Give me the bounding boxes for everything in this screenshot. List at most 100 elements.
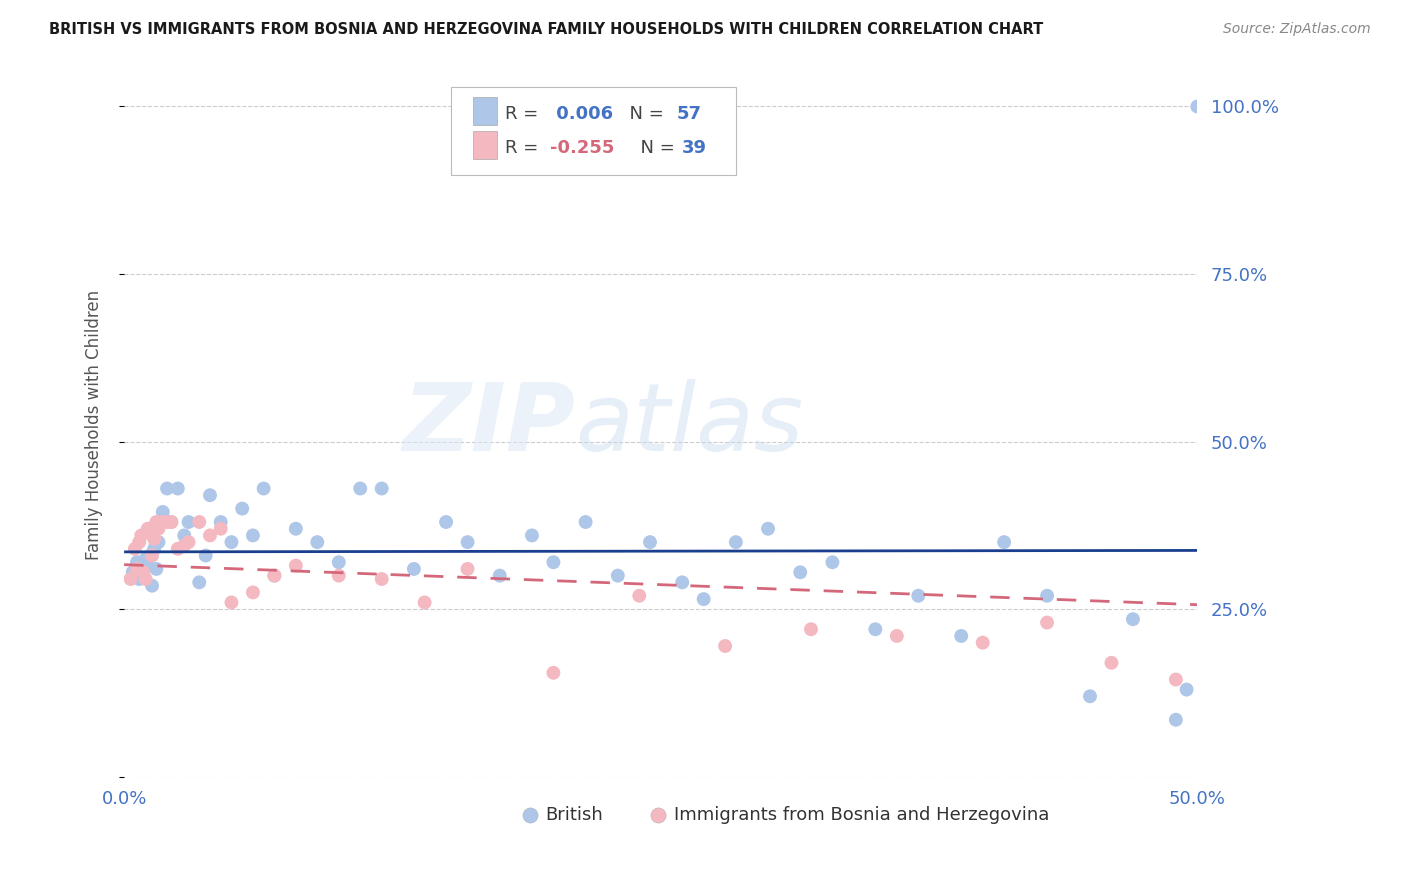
Point xyxy=(141,549,163,563)
Point xyxy=(209,515,232,529)
Point xyxy=(177,535,200,549)
Point xyxy=(1036,589,1059,603)
Point xyxy=(128,535,150,549)
Point xyxy=(141,579,163,593)
Point xyxy=(132,568,155,582)
Point xyxy=(135,572,157,586)
Point xyxy=(128,572,150,586)
Point xyxy=(253,482,276,496)
Point xyxy=(950,629,973,643)
Point xyxy=(120,572,142,586)
Point xyxy=(756,522,779,536)
Point xyxy=(221,535,243,549)
Text: atlas: atlas xyxy=(575,379,803,470)
Text: -0.255: -0.255 xyxy=(550,138,614,157)
Point xyxy=(1175,682,1198,697)
Point xyxy=(145,515,167,529)
Point xyxy=(284,522,307,536)
Point xyxy=(156,482,179,496)
Text: British: British xyxy=(544,806,603,824)
Point xyxy=(242,585,264,599)
Text: Immigrants from Bosnia and Herzegovina: Immigrants from Bosnia and Herzegovina xyxy=(673,806,1049,824)
Point xyxy=(606,568,628,582)
Point xyxy=(993,535,1015,549)
Point xyxy=(924,806,946,821)
Text: 0.006: 0.006 xyxy=(550,104,613,123)
Point xyxy=(370,482,392,496)
Text: R =: R = xyxy=(505,138,544,157)
Point xyxy=(152,505,174,519)
Point xyxy=(1180,806,1202,821)
Point xyxy=(160,515,183,529)
Point xyxy=(166,482,188,496)
Point xyxy=(143,541,166,556)
Point xyxy=(1078,690,1101,704)
Point xyxy=(714,639,737,653)
Point xyxy=(231,501,253,516)
Point xyxy=(520,528,543,542)
Point xyxy=(177,515,200,529)
FancyBboxPatch shape xyxy=(472,131,496,159)
Point xyxy=(457,562,479,576)
Point xyxy=(124,541,146,556)
Point xyxy=(194,549,217,563)
Point xyxy=(886,629,908,643)
Point xyxy=(139,524,162,539)
Point xyxy=(263,568,285,582)
Point xyxy=(188,515,211,529)
Point xyxy=(131,528,153,542)
Point xyxy=(173,539,195,553)
Point xyxy=(242,528,264,542)
Point xyxy=(434,515,457,529)
Point xyxy=(148,535,170,549)
Point xyxy=(370,572,392,586)
Point xyxy=(284,558,307,573)
Text: BRITISH VS IMMIGRANTS FROM BOSNIA AND HERZEGOVINA FAMILY HOUSEHOLDS WITH CHILDRE: BRITISH VS IMMIGRANTS FROM BOSNIA AND HE… xyxy=(49,22,1043,37)
FancyBboxPatch shape xyxy=(451,87,735,175)
Point xyxy=(789,566,811,580)
Text: Source: ZipAtlas.com: Source: ZipAtlas.com xyxy=(1223,22,1371,37)
Text: ZIP: ZIP xyxy=(402,379,575,471)
Point xyxy=(628,589,651,603)
Point xyxy=(1036,615,1059,630)
Point xyxy=(307,535,329,549)
Point xyxy=(125,555,148,569)
Point xyxy=(125,562,148,576)
Point xyxy=(821,555,844,569)
Point xyxy=(1164,673,1187,687)
Point xyxy=(692,592,714,607)
Point xyxy=(972,635,994,649)
Point xyxy=(160,515,183,529)
Point xyxy=(865,622,887,636)
Point xyxy=(221,595,243,609)
Point xyxy=(156,515,179,529)
Point xyxy=(145,562,167,576)
Point xyxy=(198,528,221,542)
Point xyxy=(328,568,350,582)
Point xyxy=(139,549,162,563)
Point xyxy=(173,528,195,542)
Text: N =: N = xyxy=(617,104,669,123)
Point xyxy=(671,575,693,590)
Point xyxy=(263,568,285,582)
Point xyxy=(328,555,350,569)
Text: N =: N = xyxy=(628,138,681,157)
Point xyxy=(543,665,565,680)
Y-axis label: Family Households with Children: Family Households with Children xyxy=(86,290,103,560)
Text: R =: R = xyxy=(505,104,544,123)
Point xyxy=(488,568,510,582)
Point xyxy=(136,522,159,536)
Point xyxy=(413,595,436,609)
Point xyxy=(800,622,823,636)
FancyBboxPatch shape xyxy=(472,97,496,125)
Point xyxy=(148,522,170,536)
Point xyxy=(209,522,232,536)
Point xyxy=(152,515,174,529)
Point xyxy=(638,535,661,549)
Text: 57: 57 xyxy=(676,104,702,123)
Point xyxy=(166,541,188,556)
Point xyxy=(543,555,565,569)
Point xyxy=(1187,99,1209,113)
Point xyxy=(135,552,157,566)
Point xyxy=(575,515,598,529)
